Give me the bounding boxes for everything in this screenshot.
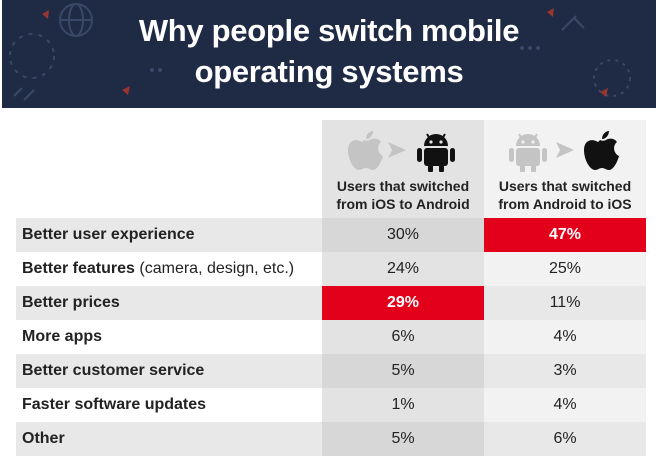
page-title: Why people switch mobile operating syste…: [2, 10, 656, 92]
table-row: Better customer service 5% 3%: [16, 354, 646, 388]
row-label: More apps: [22, 328, 103, 345]
column-header-label: Users that switched from iOS to Android: [336, 178, 470, 212]
switch-icons-android-to-ios: [509, 131, 619, 172]
row-label: Better features (camera, design, etc.): [22, 260, 295, 277]
column-header-android-to-ios: Users that switched from Android to iOS: [484, 120, 646, 218]
switch-icons-ios-to-android: [348, 131, 455, 172]
table-row: Other 5% 6%: [16, 422, 646, 456]
table-row: Better prices 29% 11%: [16, 286, 646, 320]
value-android-to-ios: 6%: [484, 422, 646, 456]
title-line-2: operating systems: [194, 54, 464, 89]
table-row: Better user experience 30% 47%: [16, 218, 646, 252]
android-icon: [509, 133, 547, 172]
value-ios-to-android: 5%: [322, 354, 484, 388]
apple-icon: [348, 131, 383, 170]
title-banner: Why people switch mobile operating syste…: [2, 0, 656, 108]
value-android-to-ios: 4%: [553, 396, 577, 413]
android-icon: [417, 133, 455, 172]
value-ios-to-android: 29%: [322, 286, 484, 320]
row-label: Other: [16, 422, 322, 456]
banner-decoration: [9, 3, 631, 101]
value-android-to-ios: 4%: [553, 328, 577, 345]
value-ios-to-android: 30%: [322, 218, 484, 252]
value-ios-to-android: 5%: [322, 422, 484, 456]
value-ios-to-android: 1%: [391, 396, 415, 413]
row-label: Better customer service: [16, 354, 322, 388]
value-ios-to-android: 6%: [391, 328, 415, 345]
column-header-ios-to-android: Users that switched from iOS to Android: [322, 120, 484, 218]
apple-icon: [584, 131, 619, 170]
value-android-to-ios: 3%: [484, 354, 646, 388]
arrow-icon: [556, 142, 574, 158]
row-label: Better user experience: [16, 218, 322, 252]
value-android-to-ios: 47%: [484, 218, 646, 252]
title-line-1: Why people switch mobile: [138, 13, 520, 48]
row-label: Faster software updates: [22, 396, 207, 413]
value-android-to-ios: 11%: [484, 286, 646, 320]
table-row: More apps 6% 4%: [16, 320, 646, 354]
value-ios-to-android: 24%: [386, 260, 420, 277]
arrow-icon: [388, 142, 406, 158]
value-android-to-ios: 25%: [548, 260, 582, 277]
column-header-label: Users that switched from Android to iOS: [498, 178, 632, 212]
table-row: Better features (camera, design, etc.) 2…: [16, 252, 646, 286]
table-row: Faster software updates 1% 4%: [16, 388, 646, 422]
row-label: Better prices: [16, 286, 322, 320]
